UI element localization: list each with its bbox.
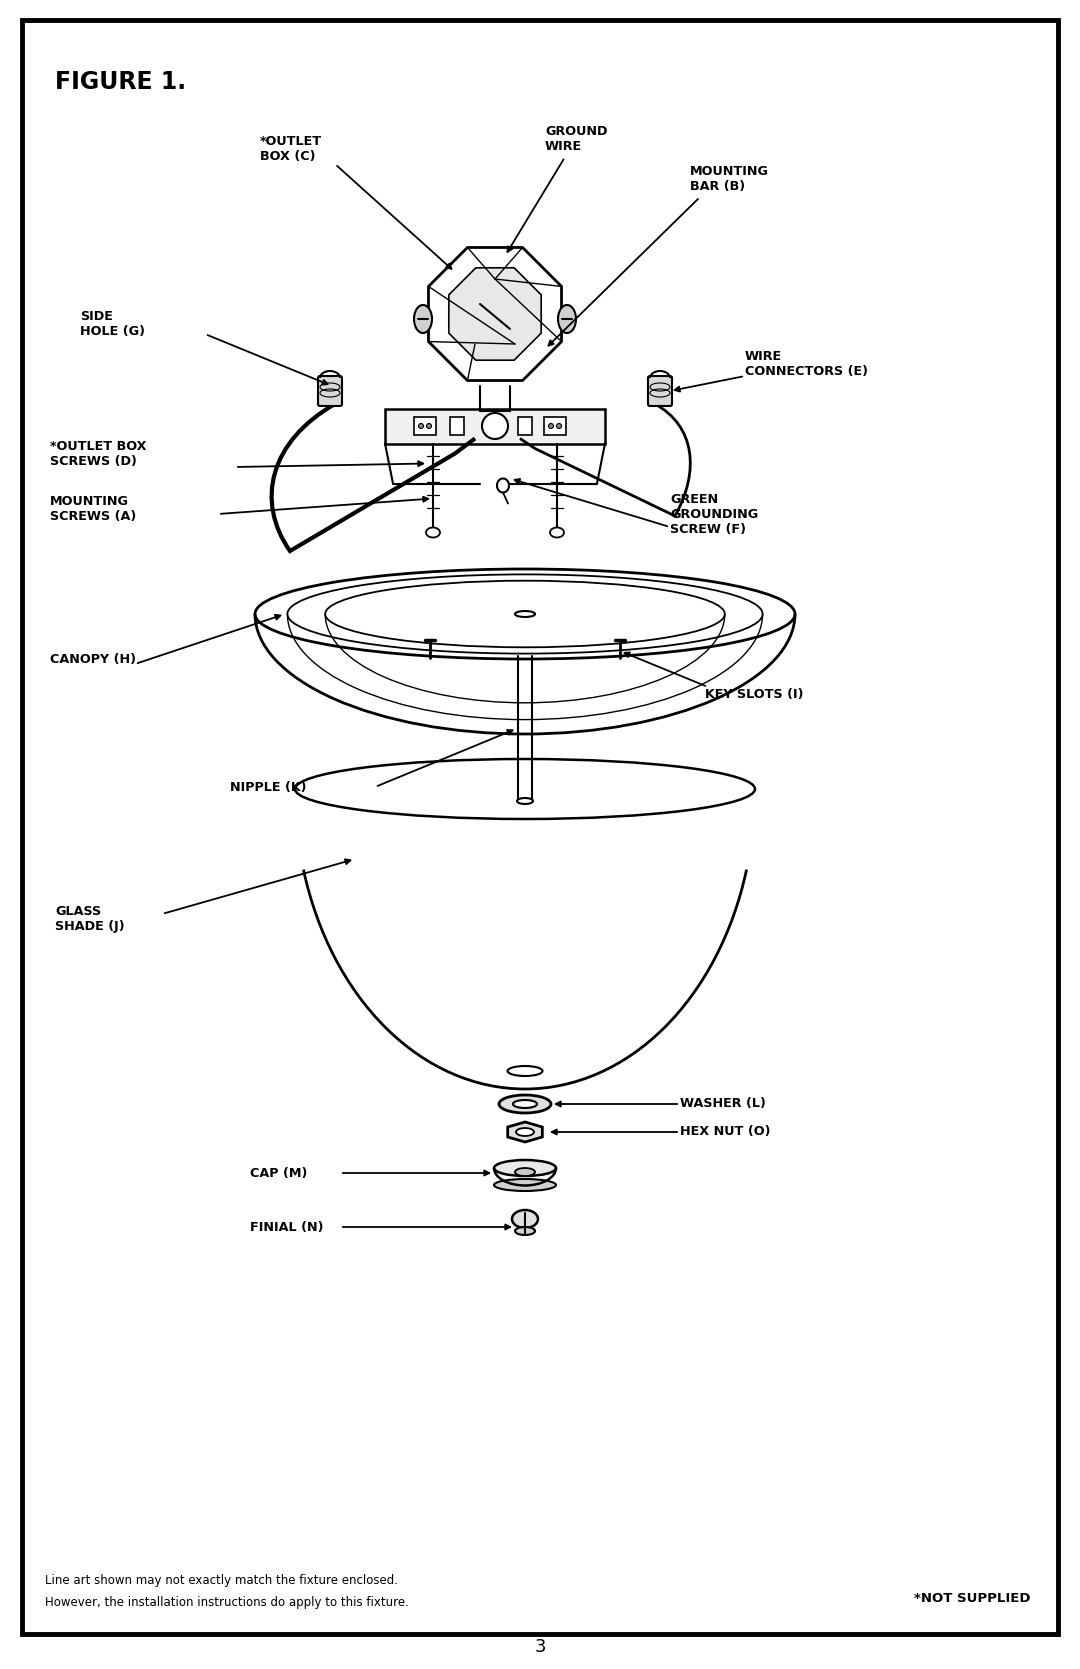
Ellipse shape <box>515 1227 535 1235</box>
Ellipse shape <box>558 305 576 334</box>
Text: GROUND
WIRE: GROUND WIRE <box>545 125 607 154</box>
Text: GLASS
SHADE (J): GLASS SHADE (J) <box>55 905 124 933</box>
Text: MOUNTING
BAR (B): MOUNTING BAR (B) <box>690 165 769 194</box>
Polygon shape <box>429 247 562 381</box>
Ellipse shape <box>515 1168 535 1177</box>
Polygon shape <box>508 1122 542 1142</box>
Circle shape <box>556 424 562 429</box>
Ellipse shape <box>414 305 432 334</box>
Text: *OUTLET BOX
SCREWS (D): *OUTLET BOX SCREWS (D) <box>50 441 147 467</box>
Text: MOUNTING
SCREWS (A): MOUNTING SCREWS (A) <box>50 496 136 522</box>
Text: *NOT SUPPLIED: *NOT SUPPLIED <box>914 1592 1030 1604</box>
Ellipse shape <box>515 611 535 618</box>
Polygon shape <box>449 267 541 361</box>
Text: GREEN
GROUNDING
SCREW (F): GREEN GROUNDING SCREW (F) <box>670 492 758 536</box>
FancyBboxPatch shape <box>318 376 342 406</box>
Text: CANOPY (H): CANOPY (H) <box>50 653 136 666</box>
Text: NIPPLE (K): NIPPLE (K) <box>230 781 307 793</box>
Ellipse shape <box>255 569 795 659</box>
Ellipse shape <box>494 1178 556 1192</box>
Text: KEY SLOTS (I): KEY SLOTS (I) <box>705 688 804 701</box>
Ellipse shape <box>426 527 440 537</box>
Bar <box>450 417 464 436</box>
Text: FINIAL (N): FINIAL (N) <box>249 1220 324 1233</box>
Bar <box>414 417 436 436</box>
Text: Line art shown may not exactly match the fixture enclosed.: Line art shown may not exactly match the… <box>45 1574 399 1587</box>
Text: However, the installation instructions do apply to this fixture.: However, the installation instructions d… <box>45 1596 409 1609</box>
Ellipse shape <box>499 1095 551 1113</box>
Circle shape <box>549 424 554 429</box>
FancyBboxPatch shape <box>648 376 672 406</box>
Text: *OUTLET
BOX (C): *OUTLET BOX (C) <box>260 135 322 164</box>
Circle shape <box>482 412 508 439</box>
Text: 3: 3 <box>535 1637 545 1656</box>
Ellipse shape <box>512 1210 538 1228</box>
Text: WASHER (L): WASHER (L) <box>680 1098 766 1110</box>
Ellipse shape <box>517 798 534 804</box>
Text: HEX NUT (O): HEX NUT (O) <box>680 1125 770 1138</box>
Ellipse shape <box>513 1100 537 1108</box>
Text: CAP (M): CAP (M) <box>249 1167 308 1180</box>
Text: FIGURE 1.: FIGURE 1. <box>55 70 186 93</box>
Circle shape <box>419 424 423 429</box>
Ellipse shape <box>295 759 755 819</box>
Ellipse shape <box>516 1128 534 1137</box>
Bar <box>384 409 605 444</box>
Bar <box>518 417 532 436</box>
Circle shape <box>427 424 432 429</box>
Bar <box>544 417 566 436</box>
Ellipse shape <box>508 1066 542 1077</box>
Text: SIDE
HOLE (G): SIDE HOLE (G) <box>80 310 145 339</box>
Text: WIRE
CONNECTORS (E): WIRE CONNECTORS (E) <box>745 350 868 377</box>
Ellipse shape <box>550 527 564 537</box>
Ellipse shape <box>494 1160 556 1177</box>
